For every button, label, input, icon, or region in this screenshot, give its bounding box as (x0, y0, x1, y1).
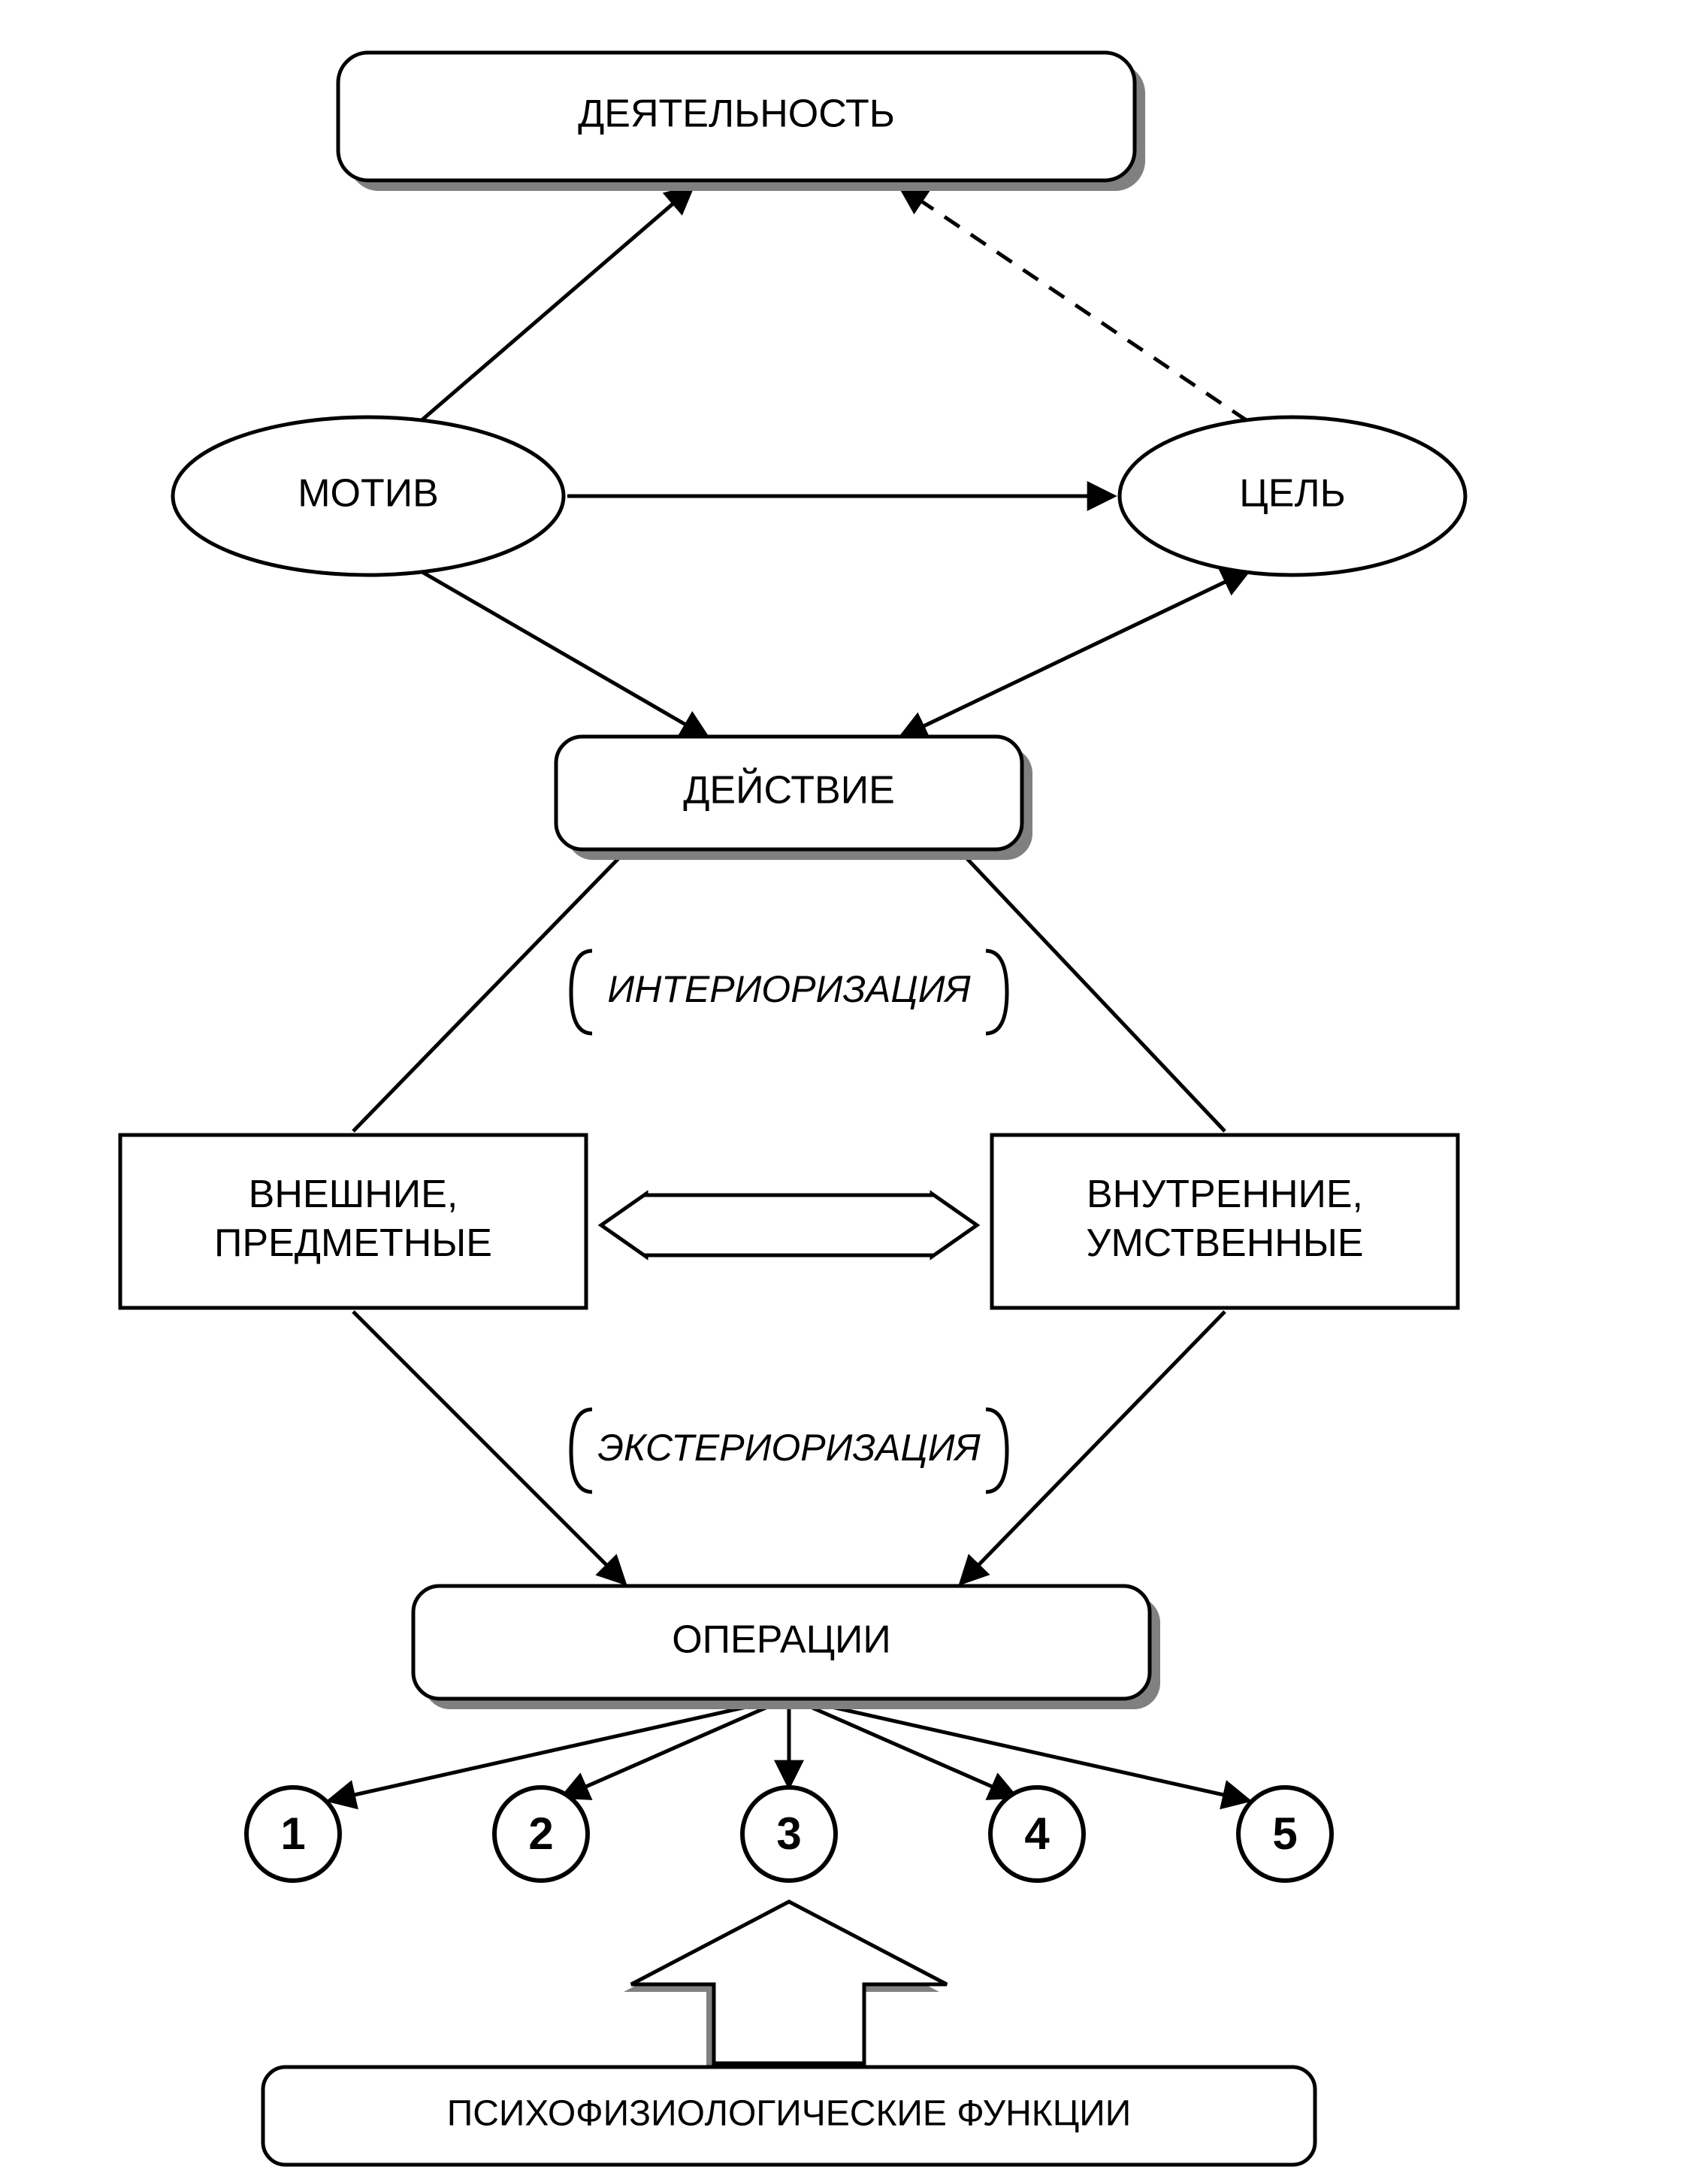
action-label: ДЕЙСТВИЕ (683, 768, 895, 813)
internal-label-0: ВНУТРЕННИЕ, (1087, 1173, 1363, 1216)
exteriorization-label: ЭКСТЕРИОРИЗАЦИЯ (597, 1427, 981, 1469)
edge-external-operations (353, 1312, 624, 1582)
interiorization-label: ИНТЕРИОРИЗАЦИЯ (607, 968, 971, 1010)
activity-label: ДЕЯТЕЛЬНОСТЬ (578, 92, 895, 136)
edge-operations-op2 (564, 1702, 778, 1796)
edge-motive-action (421, 571, 706, 737)
op4-label: 4 (1024, 1808, 1050, 1859)
edge-operations-op1 (331, 1702, 766, 1800)
activity-structure-diagram: ДЕЯТЕЛЬНОСТЬ МОТИВ ЦЕЛЬ ДЕЙСТВИЕ ВНЕШНИЕ, ПРЕ… (0, 0, 1708, 2170)
op1-label: 1 (280, 1808, 305, 1859)
edge-action-external (353, 853, 624, 1131)
psychophys-label: ПСИХОФИЗИОЛОГИЧЕСКИЕ ФУНКЦИИ (447, 2094, 1131, 2134)
up-arrow-psychophys (631, 1902, 947, 2063)
exteriorization-bracket-left (571, 1409, 592, 1492)
external-label-0: ВНЕШНИЕ, (249, 1173, 458, 1216)
op2-label: 2 (528, 1808, 553, 1859)
edge-operations-op5 (812, 1702, 1247, 1800)
operations-label: ОПЕРАЦИИ (672, 1618, 891, 1662)
edge-operations-op4 (800, 1702, 1014, 1796)
edge-motive-activity (421, 188, 691, 421)
edge-goal-action (902, 571, 1247, 737)
interiorization-bracket-right (986, 951, 1007, 1034)
exteriorization-bracket-right (986, 1409, 1007, 1492)
edge-goal-activity (902, 188, 1247, 421)
interiorization-bracket-left (571, 951, 592, 1034)
op5-label: 5 (1272, 1808, 1297, 1859)
double-arrow-interiorization-exteriorization (601, 1194, 977, 1257)
internal-label-1: УМСТВЕННЫЕ (1086, 1221, 1363, 1265)
edge-action-internal (962, 853, 1225, 1131)
edge-internal-operations (962, 1312, 1225, 1582)
motive-label: МОТИВ (298, 472, 439, 516)
op3-label: 3 (776, 1808, 801, 1859)
external-label-1: ПРЕДМЕТНЫЕ (214, 1221, 492, 1265)
goal-label: ЦЕЛЬ (1239, 472, 1345, 516)
